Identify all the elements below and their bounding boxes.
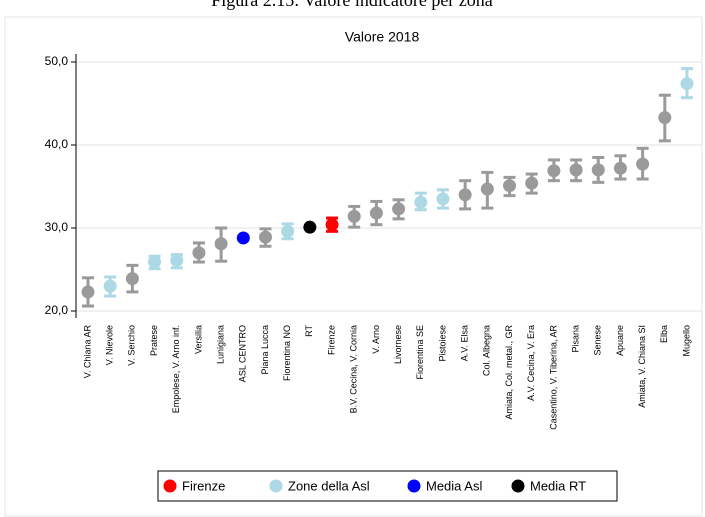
x-tick-label: Amiata, Col. metal., GR [504, 325, 514, 420]
point [347, 209, 361, 223]
x-tick-label: Mugello [681, 325, 691, 357]
legend-swatch [163, 479, 177, 493]
x-tick-label: Pratese [149, 325, 159, 356]
point [591, 163, 605, 177]
point [392, 202, 406, 216]
point [192, 246, 206, 260]
point [436, 192, 450, 206]
y-tick-label: 40,0 [45, 137, 69, 151]
point [281, 224, 295, 238]
x-tick-label: Versilia [193, 325, 203, 354]
x-tick-label: ASL CENTRO [238, 325, 248, 382]
legend-swatch [511, 479, 525, 493]
x-tick-label: Fiorentina SE [415, 325, 425, 380]
point [81, 285, 95, 299]
x-tick-label: Lunigiana [215, 325, 225, 364]
point [636, 157, 650, 171]
x-tick-label: Elba [659, 325, 669, 343]
chart-title: Valore 2018 [345, 29, 420, 45]
x-tick-label: Fiorentina NO [282, 325, 292, 381]
point [458, 188, 472, 202]
legend-label: Zone della Asl [288, 478, 370, 493]
x-tick-label: Casentino, V. Tiberina, AR [548, 325, 558, 430]
legend-swatch [407, 479, 421, 493]
y-tick-label: 50,0 [45, 54, 69, 68]
point [103, 279, 117, 293]
point [658, 111, 672, 125]
y-tick-label: 30,0 [45, 220, 69, 234]
point [613, 161, 627, 175]
point [414, 195, 428, 209]
x-tick-label: V. Nievole [105, 325, 115, 365]
x-tick-label: A.V. Elsa [460, 325, 470, 361]
legend-label: Media RT [530, 478, 586, 493]
x-tick-label: Pistoiese [437, 325, 447, 362]
x-tick-label: A.V. Cecina, V. Era [526, 325, 536, 401]
figure-caption: Figura 2.15: Valore indicatore per zona [211, 0, 493, 10]
point [170, 253, 184, 267]
point [214, 237, 228, 251]
point [480, 182, 494, 196]
x-tick-label: Firenze [326, 325, 336, 355]
x-tick-label: Apuane [615, 325, 625, 356]
point [325, 218, 339, 232]
legend-swatch [269, 479, 283, 493]
legend-label: Firenze [182, 478, 225, 493]
x-tick-label: Senese [593, 325, 603, 356]
point [303, 220, 317, 234]
x-tick-label: V. Arno [371, 325, 381, 354]
x-tick-label: Pisana [570, 325, 580, 353]
x-tick-label: Piana Lucca [260, 325, 270, 375]
point [680, 77, 694, 91]
point [569, 163, 583, 177]
point [503, 179, 517, 193]
x-tick-label: V. Serchio [127, 325, 137, 366]
chart-frame [4, 16, 703, 517]
legend-box [157, 470, 618, 502]
point [258, 230, 272, 244]
point [148, 255, 162, 269]
x-tick-label: RT [304, 325, 314, 337]
x-tick-label: Empolese, V. Arno inf. [171, 325, 181, 413]
point [547, 164, 561, 178]
x-tick-label: B.V. Cecina, V. Cornia [349, 325, 359, 413]
point [525, 176, 539, 190]
x-tick-label: Amiata, V. Chiana SI [637, 325, 647, 408]
point [369, 206, 383, 220]
point [236, 231, 250, 245]
y-tick-label: 20,0 [45, 303, 69, 317]
x-tick-label: V. Chiana AR [82, 325, 92, 379]
legend-label: Media Asl [426, 478, 482, 493]
x-tick-label: Col. Albegna [482, 325, 492, 376]
point [125, 272, 139, 286]
x-tick-label: Livornese [393, 325, 403, 364]
